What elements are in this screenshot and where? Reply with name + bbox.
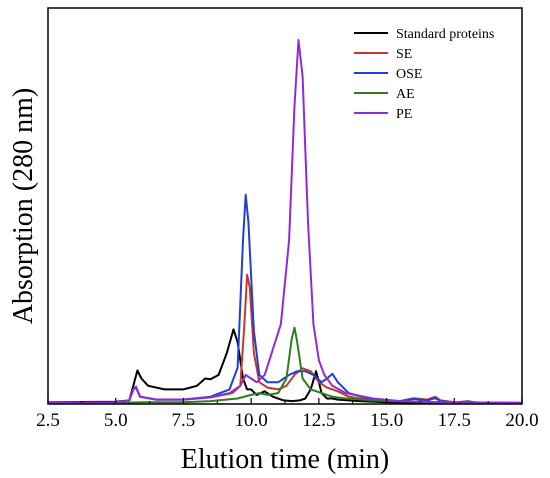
legend-label: PE: [396, 107, 412, 122]
legend-label: AE: [396, 87, 415, 102]
legend: Standard proteins SE OSE AE PE: [354, 27, 494, 122]
series-line-ose: [48, 193, 523, 404]
series-layer: [47, 39, 523, 405]
legend-label: Standard proteins: [396, 27, 494, 42]
plot-frame: [47, 7, 523, 405]
series-line-ae: [48, 326, 523, 404]
x-tick-label: 12.5: [302, 410, 335, 431]
x-tick-label: 10.0: [235, 410, 268, 431]
x-tick-label: 20.0: [505, 410, 538, 431]
tick-layer: 2.5 5.0 7.5 10.0 12.5 15.0 17.5 20.0: [36, 398, 539, 431]
legend-label: SE: [396, 47, 412, 62]
x-tick-label: 2.5: [36, 410, 60, 431]
series-line-pe: [48, 39, 523, 404]
y-axis-title: Absorption (280 nm): [8, 88, 39, 324]
series-line-standard-proteins: [47, 328, 523, 405]
legend-label: OSE: [396, 67, 422, 82]
x-tick-label: 17.5: [438, 410, 471, 431]
x-axis-title: Elution time (min): [181, 444, 389, 475]
x-tick-label: 5.0: [104, 410, 128, 431]
x-tick-label: 7.5: [172, 410, 196, 431]
series-line-se: [48, 273, 523, 404]
x-tick-label: 15.0: [370, 410, 403, 431]
